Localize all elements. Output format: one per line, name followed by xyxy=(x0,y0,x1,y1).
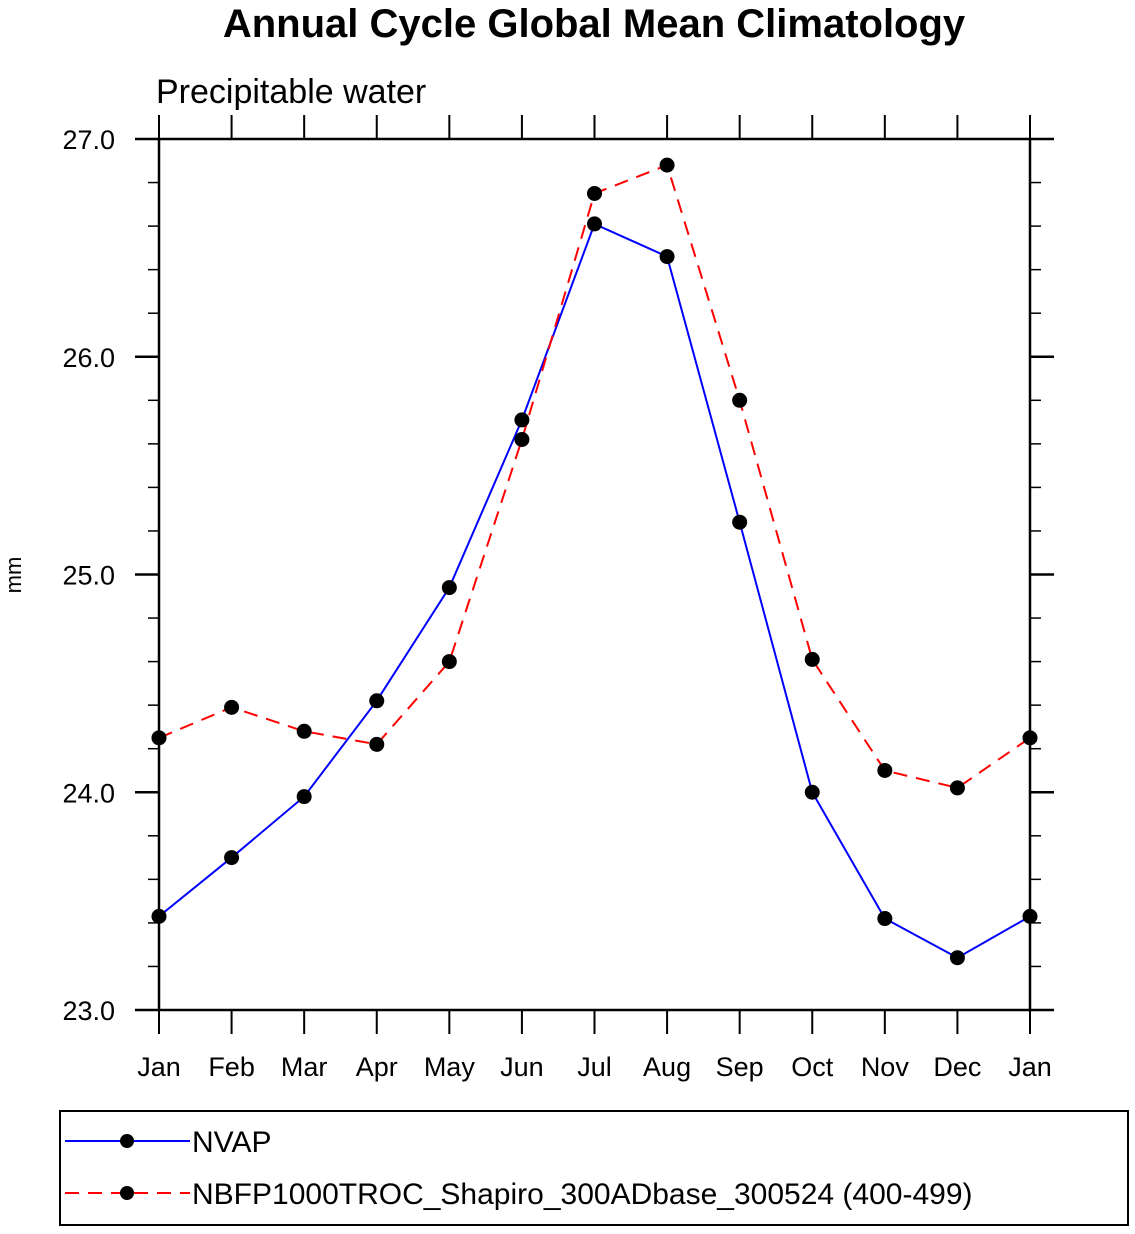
y-tick-label: 25.0 xyxy=(62,561,115,591)
x-tick-label: Dec xyxy=(933,1052,981,1082)
data-point-model xyxy=(804,651,820,667)
data-point-nvap xyxy=(151,908,167,924)
data-point-model xyxy=(441,654,457,670)
x-tick-label: Oct xyxy=(791,1052,834,1082)
data-point-nvap xyxy=(1022,908,1038,924)
data-point-nvap xyxy=(949,950,965,966)
x-tick-label: Apr xyxy=(356,1052,398,1082)
data-point-nvap xyxy=(732,514,748,530)
data-point-model xyxy=(877,762,893,778)
data-point-nvap xyxy=(877,911,893,927)
x-tick-label: Sep xyxy=(716,1052,764,1082)
axes: Jan Feb Mar Apr May Jun Jul Aug Sep Oct Nov Dec Jan 2… xyxy=(62,115,1054,1082)
x-tick-label: Jul xyxy=(577,1052,612,1082)
data-point-model xyxy=(587,185,602,201)
legend-label-model: NBFP1000TROC_Shapiro_300ADbase_300524 (4… xyxy=(192,1178,973,1211)
series-line-model xyxy=(158,163,1031,789)
data-point-model xyxy=(369,736,385,752)
data-point-nvap xyxy=(441,580,457,596)
y-tick-label: 24.0 xyxy=(62,778,115,808)
x-tick-label: May xyxy=(424,1052,476,1082)
data-point-nvap xyxy=(587,216,602,232)
data-point-nvap xyxy=(659,249,675,265)
legend-label-nvap: NVAP xyxy=(192,1126,271,1159)
data-point-model xyxy=(1022,730,1038,746)
x-tick-label: Mar xyxy=(281,1052,328,1082)
x-tick-label: Jun xyxy=(500,1052,544,1082)
x-tick-label: Aug xyxy=(643,1052,691,1082)
data-point-model xyxy=(514,431,530,447)
chart-title: Annual Cycle Global Mean Climatology xyxy=(223,2,966,46)
legend-marker-nvap xyxy=(120,1134,134,1148)
chart-subtitle: Precipitable water xyxy=(156,73,426,111)
data-point-nvap xyxy=(369,693,385,709)
x-tick-label: Feb xyxy=(208,1052,255,1082)
data-point-model xyxy=(659,157,675,173)
data-point-nvap xyxy=(296,789,312,805)
data-point-nvap xyxy=(224,850,240,866)
y-tick-label: 26.0 xyxy=(62,343,115,373)
plot-frame xyxy=(157,137,1032,1012)
data-point-model xyxy=(732,392,748,408)
x-tick-label: Jan xyxy=(1008,1052,1052,1082)
y-axis-label: mm xyxy=(1,557,26,594)
data-point-nvap xyxy=(514,412,530,428)
data-point-model xyxy=(151,730,167,746)
data-point-model xyxy=(224,699,240,715)
legend-marker-model xyxy=(120,1186,134,1200)
series-line-nvap xyxy=(158,222,1031,959)
x-tick-label: Nov xyxy=(861,1052,910,1082)
legend: NVAP NBFP1000TROC_Shapiro_300ADbase_30052… xyxy=(59,1110,1129,1226)
legend-box xyxy=(59,1110,1129,1226)
y-tick-label: 27.0 xyxy=(62,125,115,155)
series-layer xyxy=(151,157,1038,966)
x-tick-label: Jan xyxy=(137,1052,181,1082)
data-point-nvap xyxy=(804,784,820,800)
data-point-model xyxy=(296,723,312,739)
y-tick-label: 23.0 xyxy=(62,996,115,1026)
data-point-model xyxy=(949,780,965,796)
